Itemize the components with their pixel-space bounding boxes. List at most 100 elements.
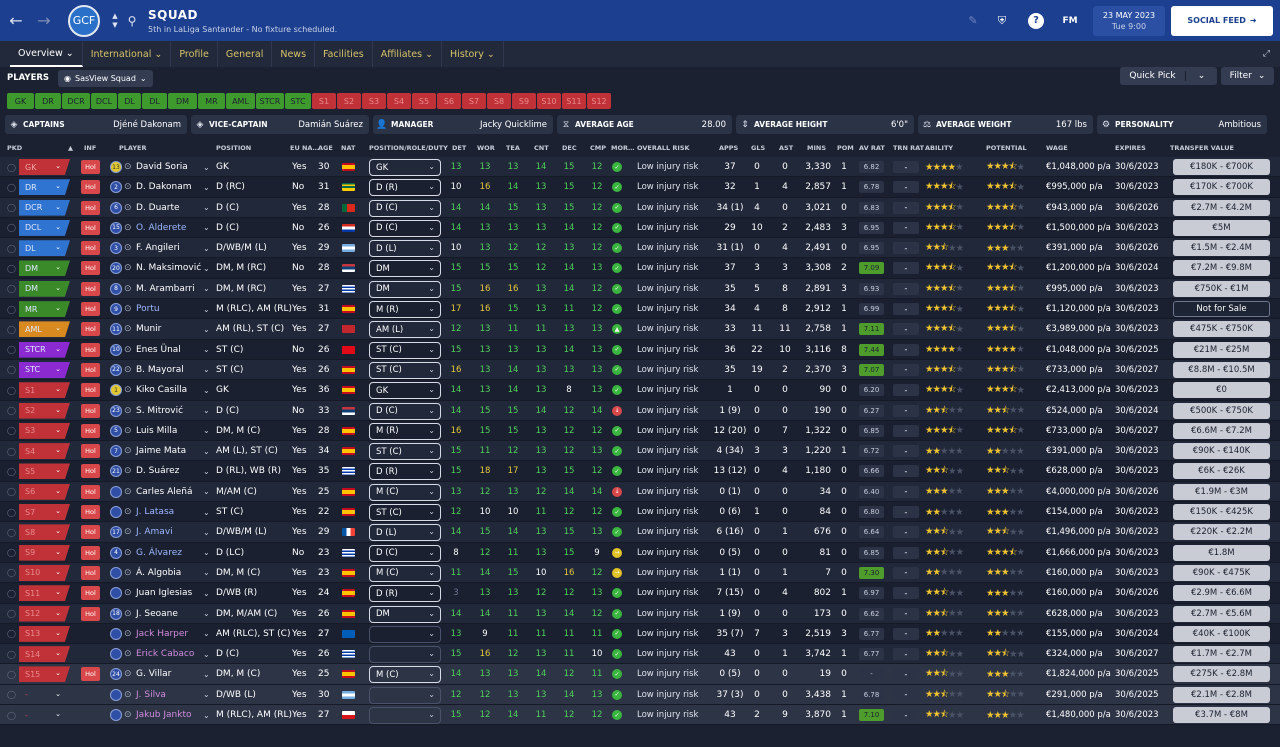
role-duty-select[interactable]: D (C) ⌄ (369, 402, 441, 420)
chevron-down-icon[interactable]: ⌄ (203, 649, 210, 659)
column-header[interactable]: TRANSFER VALUE (1170, 144, 1234, 152)
transfer-value[interactable]: €220K - €2.2M (1173, 524, 1270, 541)
chevron-down-icon[interactable]: ⌄ (203, 568, 210, 578)
column-header[interactable]: ▲ (68, 144, 73, 152)
transfer-value[interactable]: €180K - €700K (1173, 159, 1270, 175)
picked-indicator-icon[interactable]: ◯ (7, 203, 16, 213)
holiday-badge[interactable]: Hol (81, 180, 100, 195)
picked-indicator-icon[interactable]: ◯ (7, 507, 16, 517)
position-slot-select[interactable]: S14 ⌄ (19, 646, 70, 663)
column-header[interactable]: DEC (562, 144, 577, 152)
picked-indicator-icon[interactable]: ◯ (7, 609, 16, 619)
position-slot-select[interactable]: MR ⌄ (19, 301, 70, 318)
player-name-link[interactable]: Jack Harper (136, 628, 189, 639)
column-header[interactable]: WAGE (1046, 144, 1068, 152)
table-row[interactable]: ◯ S9 ⌄ Hol 4 ⊙ G. Álvarez D (LC) ⌄ No 23 D (C) ⌄ 8 12 1… (0, 542, 1280, 563)
picked-indicator-icon[interactable]: ◯ (7, 182, 16, 192)
player-name-link[interactable]: G. Villar (136, 669, 172, 680)
player-name-link[interactable]: David Soria (136, 162, 188, 172)
position-button[interactable]: DCL (91, 93, 117, 109)
info-average-height[interactable]: ⇕ AVERAGE HEIGHT 6'0" (736, 115, 914, 134)
holiday-badge[interactable]: Hol (81, 505, 100, 520)
picked-indicator-icon[interactable]: ◯ (7, 385, 16, 395)
position-slot-select[interactable]: DR ⌄ (19, 179, 70, 196)
picked-indicator-icon[interactable]: ◯ (7, 345, 16, 355)
chevron-down-icon[interactable]: ⌄ (203, 426, 210, 436)
transfer-value[interactable]: €2.7M - €4.2M (1173, 199, 1270, 216)
tab-profile[interactable]: Profile (171, 41, 218, 67)
player-name-link[interactable]: G. Álvarez (136, 547, 182, 558)
position-slot-select[interactable]: S11 ⌄ (19, 585, 70, 602)
player-name-link[interactable]: Erick Cabaco (136, 649, 195, 660)
table-row[interactable]: ◯ DM ⌄ Hol 8 ⊙ M. Arambarri DM, M (RC) ⌄ Yes 27 DM ⌄… (0, 278, 1280, 300)
role-duty-select[interactable]: ⌄ (369, 707, 441, 725)
picked-indicator-icon[interactable]: ◯ (7, 162, 16, 172)
chevron-down-icon[interactable]: ⌄ (1197, 71, 1206, 81)
picked-indicator-icon[interactable]: ◯ (7, 304, 16, 314)
picked-indicator-icon[interactable]: ◯ (7, 527, 16, 537)
quick-pick-button[interactable]: Quick Pick ⌄ (1120, 67, 1217, 85)
player-name-link[interactable]: J. Seoane (136, 608, 178, 619)
column-header[interactable]: GLS (751, 144, 766, 152)
position-slot-select[interactable]: S12 ⌄ (19, 605, 70, 622)
tab-history[interactable]: History ⌄ (442, 41, 504, 67)
position-slot-select[interactable]: S8 ⌄ (19, 524, 70, 541)
role-duty-select[interactable]: DM ⌄ (369, 605, 441, 623)
column-header[interactable]: AV RAT (859, 144, 885, 152)
holiday-badge[interactable]: Hol (81, 403, 100, 418)
table-row[interactable]: ◯ DCR ⌄ Hol 6 ⊙ D. Duarte D (C) ⌄ Yes 28 D (C) ⌄ 14 14… (0, 197, 1280, 218)
chevron-down-icon[interactable]: ⌄ (203, 609, 210, 619)
position-button[interactable]: S9 (512, 93, 536, 109)
table-row[interactable]: ◯ AML ⌄ Hol 11 ⊙ Munir AM (RL), ST (C) ⌄ Yes 27 AM … (0, 319, 1280, 340)
chevron-down-icon[interactable]: ⌄ (203, 304, 210, 314)
chevron-down-icon[interactable]: ⌄ (203, 162, 210, 172)
chevron-down-icon[interactable]: ⌄ (203, 345, 210, 355)
column-header[interactable]: POM (837, 144, 854, 152)
transfer-value[interactable]: €90K - €475K (1173, 564, 1270, 581)
position-slot-select[interactable]: S6 ⌄ (19, 483, 70, 500)
role-duty-select[interactable]: D (R) ⌄ (369, 179, 441, 197)
table-row[interactable]: ◯ S1 ⌄ Hol 1 ⊙ Kiko Casilla GK ⌄ Yes 36 GK ⌄ 14 13 14 13… (0, 380, 1280, 401)
holiday-badge[interactable]: Hol (81, 423, 100, 438)
player-name-link[interactable]: J. Latasa (136, 507, 175, 518)
holiday-badge[interactable]: Hol (81, 383, 100, 398)
picked-indicator-icon[interactable]: ◯ (7, 588, 16, 598)
chevron-down-icon[interactable]: ⌄ (203, 243, 210, 253)
holiday-badge[interactable]: Hol (81, 667, 100, 682)
chevron-down-icon[interactable]: ⌄ (203, 466, 210, 476)
position-button[interactable]: S8 (487, 93, 511, 109)
player-name-link[interactable]: N. Maksimović (136, 263, 202, 274)
table-row[interactable]: ◯ STC ⌄ Hol 22 ⊙ B. Mayoral ST (C) ⌄ Yes 26 ST (C) ⌄… (0, 359, 1280, 381)
column-header[interactable]: CNT (534, 144, 549, 152)
table-row[interactable]: ◯ S2 ⌄ Hol 23 ⊙ S. Mitrović D (C) ⌄ No 33 D (C) ⌄ 14 1… (0, 400, 1280, 421)
picked-indicator-icon[interactable]: ◯ (7, 690, 16, 700)
chevron-down-icon[interactable]: ⌄ (203, 588, 210, 598)
picked-indicator-icon[interactable]: ◯ (7, 243, 16, 253)
holiday-badge[interactable]: Hol (81, 241, 100, 256)
position-button[interactable]: S12 (587, 93, 611, 109)
position-slot-select[interactable]: S13 ⌄ (19, 625, 70, 642)
player-name-link[interactable]: J. Silva (136, 689, 166, 700)
transfer-value[interactable]: €500K - €750K (1173, 402, 1270, 419)
column-header[interactable]: POTENTIAL (986, 144, 1027, 152)
chevron-down-icon[interactable]: ⌄ (203, 548, 210, 558)
back-arrow-icon[interactable]: ← (9, 11, 23, 30)
role-duty-select[interactable]: ST (C) ⌄ (369, 443, 441, 461)
holiday-badge[interactable]: Hol (81, 606, 100, 621)
chevron-down-icon[interactable]: ⌄ (203, 223, 210, 233)
picked-indicator-icon[interactable]: ◯ (7, 446, 16, 456)
table-row[interactable]: ◯ DM ⌄ Hol 20 ⊙ N. Maksimović DM, M (RC) ⌄ No 28 DM… (0, 258, 1280, 279)
chevron-down-icon[interactable]: ⌄ (203, 182, 210, 192)
position-button[interactable]: MR (198, 93, 225, 109)
player-name-link[interactable]: D. Duarte (136, 202, 180, 213)
column-header[interactable]: DET (452, 144, 467, 152)
position-slot-select[interactable]: DL ⌄ (19, 240, 70, 257)
player-name-link[interactable]: Á. Algobia (136, 567, 182, 578)
table-row[interactable]: ◯ S14 ⌄ ⊙ Erick Cabaco D (C) ⌄ Yes 26 ⌄ 15 16 12 13 11… (0, 644, 1280, 665)
tab-general[interactable]: General (218, 41, 273, 67)
position-slot-select[interactable]: S7 ⌄ (19, 504, 70, 521)
picked-indicator-icon[interactable]: ◯ (7, 710, 16, 720)
role-duty-select[interactable]: D (R) ⌄ (369, 585, 441, 603)
table-row[interactable]: ◯ S12 ⌄ Hol 18 ⊙ J. Seoane DM, M/AM (C) ⌄ Yes 26 DM… (0, 603, 1280, 624)
picked-indicator-icon[interactable]: ◯ (7, 365, 16, 375)
